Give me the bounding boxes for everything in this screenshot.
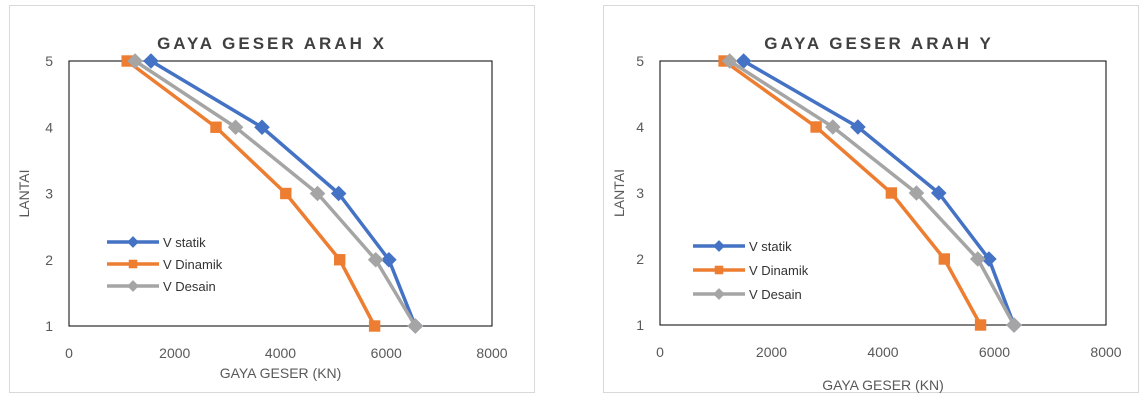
x-tick-label: 8000: [1090, 344, 1121, 360]
legend-label: V Dinamik: [163, 257, 223, 272]
x-tick-label: 4000: [265, 345, 296, 361]
data-point: [885, 187, 898, 199]
legend-label: V Desain: [163, 279, 216, 294]
data-point: [850, 119, 866, 135]
y-axis-label: LANTAI: [16, 170, 32, 218]
y-tick-label: 1: [45, 318, 53, 334]
data-point: [1006, 317, 1022, 333]
y-tick-label: 2: [636, 251, 644, 267]
y-tick-label: 4: [636, 119, 644, 135]
y-axis-label: LANTAI: [611, 169, 627, 217]
data-point: [210, 121, 222, 133]
y-tick-label: 2: [45, 252, 53, 268]
x-axis-label: GAYA GESER (KN): [220, 365, 342, 381]
x-tick-label: 4000: [867, 344, 898, 360]
data-point: [981, 251, 997, 267]
data-point: [407, 318, 424, 334]
legend: V statik V Dinamik V Desain: [693, 239, 809, 302]
legend-marker: [128, 259, 138, 269]
series-line-1: [742, 59, 1016, 326]
data-point: [908, 185, 925, 201]
plot-area: [659, 60, 1107, 326]
x-tick-label: 2000: [756, 344, 787, 360]
x-tick-label: 6000: [371, 345, 402, 361]
x-tick-label: 6000: [979, 344, 1010, 360]
legend-label: V statik: [749, 239, 792, 254]
data-point: [825, 119, 841, 135]
data-point: [143, 53, 159, 69]
legend-label: V Desain: [749, 287, 802, 302]
legend-marker: [127, 280, 139, 292]
legend: V statik V Dinamik V Desain: [107, 235, 223, 294]
data-point: [334, 254, 346, 266]
legend-marker: [714, 265, 724, 275]
y-tick-label: 4: [45, 119, 53, 135]
data-point: [227, 119, 244, 136]
legend-marker: [713, 240, 725, 252]
x-tick-label: 8000: [476, 345, 507, 361]
series-line-3: [728, 59, 1016, 326]
y-tick-label: 3: [636, 185, 644, 201]
legend-marker: [713, 288, 725, 300]
data-point: [127, 53, 143, 69]
data-point: [367, 251, 384, 268]
chart-title: GAYA GESER ARAH X: [157, 34, 387, 53]
data-point: [330, 185, 347, 202]
x-tick-label: 2000: [159, 345, 190, 361]
chart-svg-y: 0 2000 4000 6000 8000 1 2 3 4 5 GAYA GESER (KN) LAN…: [611, 34, 1122, 393]
data-point: [938, 253, 951, 265]
data-point: [254, 119, 270, 136]
chart-title: GAYA GESER ARAH Y: [764, 34, 994, 53]
data-point: [974, 319, 987, 331]
chart-panel-x: 0 2000 4000 6000 8000 1 2 3 4 5 GAYA GESER (KN) LAN…: [9, 5, 535, 393]
data-point: [121, 55, 133, 67]
y-tick-label: 5: [636, 53, 644, 69]
x-tick-label: 0: [65, 345, 73, 361]
x-axis-label: GAYA GESER (KN): [822, 377, 944, 393]
legend-label: V Dinamik: [749, 263, 809, 278]
x-tick-label: 0: [656, 344, 664, 360]
legend-marker: [127, 236, 139, 248]
legend-label: V statik: [163, 235, 206, 250]
plot-area: [68, 60, 493, 327]
y-tick-label: 5: [45, 53, 53, 69]
data-point: [280, 187, 292, 200]
data-point: [309, 185, 326, 202]
data-point: [368, 320, 381, 332]
chart-panel-y: 0 2000 4000 6000 8000 1 2 3 4 5 GAYA GESER (KN) LAN…: [603, 5, 1139, 393]
y-tick-label: 3: [45, 186, 53, 202]
data-point: [381, 251, 397, 268]
data-point: [810, 121, 822, 133]
y-tick-label: 1: [636, 317, 644, 333]
chart-svg-x: 0 2000 4000 6000 8000 1 2 3 4 5 GAYA GESER (KN) LAN…: [16, 34, 508, 381]
data-point: [969, 251, 986, 267]
